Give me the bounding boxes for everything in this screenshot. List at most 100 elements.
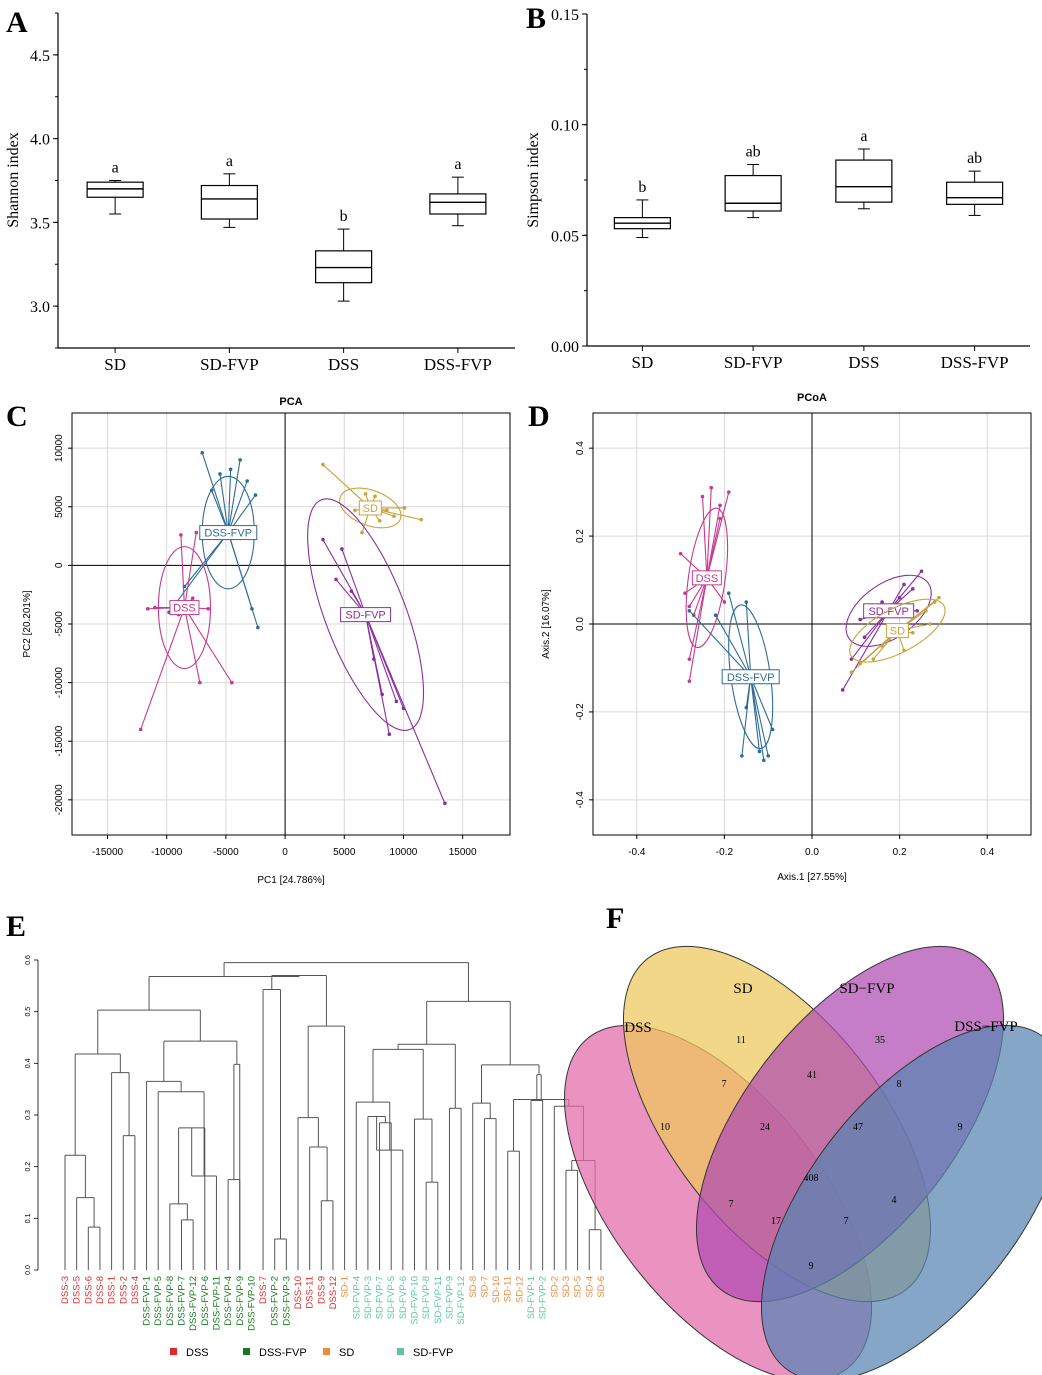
data-point (762, 758, 766, 763)
y-tick-label: 0 (54, 562, 65, 568)
spider-line (140, 607, 185, 730)
data-point (198, 680, 202, 685)
leaf-label: DSS-FVP-5 (153, 1276, 164, 1326)
group-label-box (885, 623, 909, 639)
y-tick-label: 0.5 (25, 1007, 32, 1017)
chart-title: PCA (279, 396, 302, 408)
leaf-label: SD-4 (584, 1276, 595, 1298)
panel-letter-f: F (606, 902, 624, 935)
x-tick-label: 0.4 (980, 847, 994, 858)
leaf-label: SD-10 (491, 1276, 502, 1303)
group-dss-fvp: DSS-FVP (687, 591, 780, 763)
leaf-label: DSS-FVP-4 (223, 1276, 234, 1326)
box (315, 250, 373, 284)
group-label: SD-FVP (868, 606, 908, 618)
venn-region-count: 11 (736, 1035, 746, 1046)
spider-line (750, 676, 774, 730)
data-point (766, 754, 770, 758)
significance-letter: a (226, 153, 233, 170)
leaf-label: SD-6 (596, 1276, 607, 1298)
spider-line (688, 577, 708, 682)
y-tick-label: 0.00 (551, 339, 579, 356)
panel-letter-e: E (6, 910, 26, 943)
box (724, 174, 782, 212)
x-tick-label: SD-FVP (200, 355, 259, 374)
data-point (744, 705, 749, 710)
y-tick-label: 0.10 (551, 118, 579, 135)
leaf-label: DSS-FVP-11 (211, 1276, 222, 1330)
leaf-label: SD-FVP-12 (456, 1276, 467, 1325)
group-label: DSS-FVP (727, 672, 775, 684)
box (200, 184, 258, 220)
x-axis-label: Axis.1 [27.55%] (777, 872, 847, 883)
data-point (228, 467, 233, 472)
data-point (245, 479, 249, 483)
leaf-label: SD-1 (340, 1276, 351, 1298)
spider-line (688, 577, 708, 660)
data-point (360, 530, 364, 535)
leaf-label: SD-FVP-6 (398, 1276, 409, 1319)
x-tick-label: 0.2 (893, 847, 907, 858)
y-axis-label: Axis.2 [16.07%] (541, 589, 552, 659)
group-ellipse (307, 498, 425, 731)
leaf-label: DSS-1 (107, 1276, 118, 1304)
panel-letter-a: A (6, 6, 28, 39)
data-point (902, 648, 906, 653)
data-point (377, 519, 382, 523)
data-point (687, 609, 692, 613)
panel-f-venn: DSS SD SD−FVP DSS−FVP 10 11 35 9 7 41 8 24 47 408 7 4 17… (564, 945, 1042, 1375)
x-tick-label: 10000 (390, 847, 418, 858)
data-point (757, 749, 762, 754)
data-point (138, 727, 143, 732)
data-point (179, 533, 183, 537)
leaf-label: SD-FVP-3 (363, 1276, 374, 1319)
leaf-label: DSS-10 (293, 1276, 304, 1309)
data-point (709, 485, 714, 490)
data-point (687, 657, 692, 661)
panel-c-pca-scatter: PCA -15000 -10000 -5000 0 5000 10000 15000 10000… (22, 396, 511, 886)
y-tick-label: 0.2 (575, 529, 586, 543)
x-tick-label: SD-FVP (724, 353, 783, 372)
data-point (928, 622, 933, 626)
leaf-label: SD-5 (573, 1276, 584, 1298)
panel-d-pcoa-scatter: PCoA -0.4 -0.2 0.0 0.2 0.4 0.4 0.2 0.0 -0.2 -0.4 Ax… (541, 392, 1032, 883)
data-point (238, 458, 242, 462)
leaf-label: SD-FVP-10 (410, 1276, 421, 1325)
leaf-label: DSS-2 (118, 1276, 129, 1304)
data-point (713, 613, 718, 618)
data-point (321, 537, 325, 542)
box (946, 181, 1004, 205)
data-point (700, 494, 705, 499)
y-tick-label: 0.1 (25, 1213, 32, 1223)
venn-set-label: SD−FVP (839, 981, 894, 997)
leaf-label: DSS-4 (130, 1276, 141, 1304)
y-tick-label: 0.4 (25, 1058, 32, 1068)
venn-region-count: 24 (760, 1122, 770, 1133)
venn-region-count: 408 (804, 1173, 819, 1184)
y-axis-label: Shannon index (5, 132, 22, 228)
legend-swatch (323, 1348, 330, 1355)
data-point (880, 644, 884, 648)
x-tick-label: 0.0 (805, 847, 819, 858)
y-tick-label: -15000 (54, 725, 65, 757)
group-ellipse (849, 598, 946, 663)
legend-swatch (397, 1348, 404, 1355)
spider-line (750, 676, 769, 756)
data-point (194, 530, 199, 535)
data-point (387, 732, 392, 736)
group-label: SD (890, 626, 905, 638)
group-dss-fvp: DSS-FVP (167, 451, 260, 630)
data-point (190, 596, 195, 601)
venn-set-label: DSS−FVP (954, 1019, 1018, 1035)
data-point (770, 727, 775, 732)
venn-region-count: 47 (853, 1122, 863, 1133)
group-label: SD (363, 503, 378, 515)
x-tick-label: -0.4 (628, 847, 646, 858)
leaf-label: SD-FVP-8 (421, 1276, 432, 1319)
data-point (401, 706, 406, 711)
box (835, 159, 893, 203)
significance-letter: ab (746, 144, 761, 161)
x-tick-label: -10000 (151, 847, 183, 858)
y-tick-label: 0.15 (551, 7, 579, 24)
leaf-label: DSS-7 (258, 1276, 269, 1304)
